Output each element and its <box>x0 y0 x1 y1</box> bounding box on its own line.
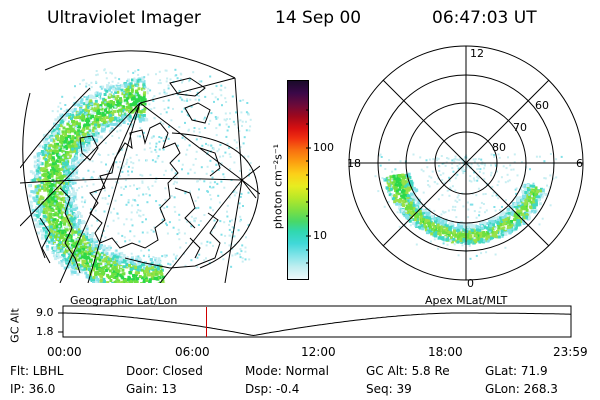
door-info: Door: Closed <box>126 364 203 378</box>
gcalt-info: GC Alt: 5.8 Re <box>366 364 450 378</box>
date-label: 14 Sep 00 <box>275 8 362 28</box>
mlt-label-6: 6 <box>576 157 583 170</box>
mode-info: Mode: Normal <box>245 364 329 378</box>
lat-label-70: 70 <box>513 121 527 134</box>
gain-info: Gain: 13 <box>126 382 177 396</box>
xtick-2359: 23:59 <box>553 345 588 359</box>
xtick-1800: 18:00 <box>428 345 463 359</box>
colorbar-tick-100: 100 <box>313 141 334 154</box>
glon-info: GLon: 268.3 <box>485 382 558 396</box>
glat-info: GLat: 71.9 <box>485 364 548 378</box>
xtick-0600: 06:00 <box>175 345 210 359</box>
polar-plot <box>348 45 584 281</box>
altitude-ytick-9: 9.0 <box>36 306 54 319</box>
altitude-plot <box>58 305 572 338</box>
instrument-title: Ultraviolet Imager <box>47 8 201 28</box>
apex-caption: Apex MLat/MLT <box>425 294 508 307</box>
xtick-0000: 00:00 <box>47 345 82 359</box>
geographic-caption: Geographic Lat/Lon <box>70 294 178 307</box>
colorbar <box>287 80 309 280</box>
xtick-1200: 12:00 <box>301 345 336 359</box>
geographic-image <box>20 50 260 283</box>
altitude-ylabel: GC Alt <box>8 308 22 343</box>
mlt-label-12: 12 <box>470 47 484 60</box>
mlt-label-0: 0 <box>467 277 474 290</box>
lat-label-60: 60 <box>535 99 549 112</box>
ip-info: IP: 36.0 <box>10 382 56 396</box>
colorbar-tick-10: 10 <box>313 229 327 242</box>
mlt-label-18: 18 <box>347 157 361 170</box>
altitude-ytick-1-8: 1.8 <box>36 325 54 338</box>
colorbar-ticks <box>306 109 311 264</box>
lat-label-80: 80 <box>492 141 506 154</box>
seq-info: Seq: 39 <box>366 382 412 396</box>
colorbar-unit-label: photon cm⁻²s⁻¹ <box>271 143 285 230</box>
flt-info: Flt: LBHL <box>10 364 64 378</box>
dsp-info: Dsp: -0.4 <box>245 382 300 396</box>
time-label: 06:47:03 UT <box>432 8 537 28</box>
